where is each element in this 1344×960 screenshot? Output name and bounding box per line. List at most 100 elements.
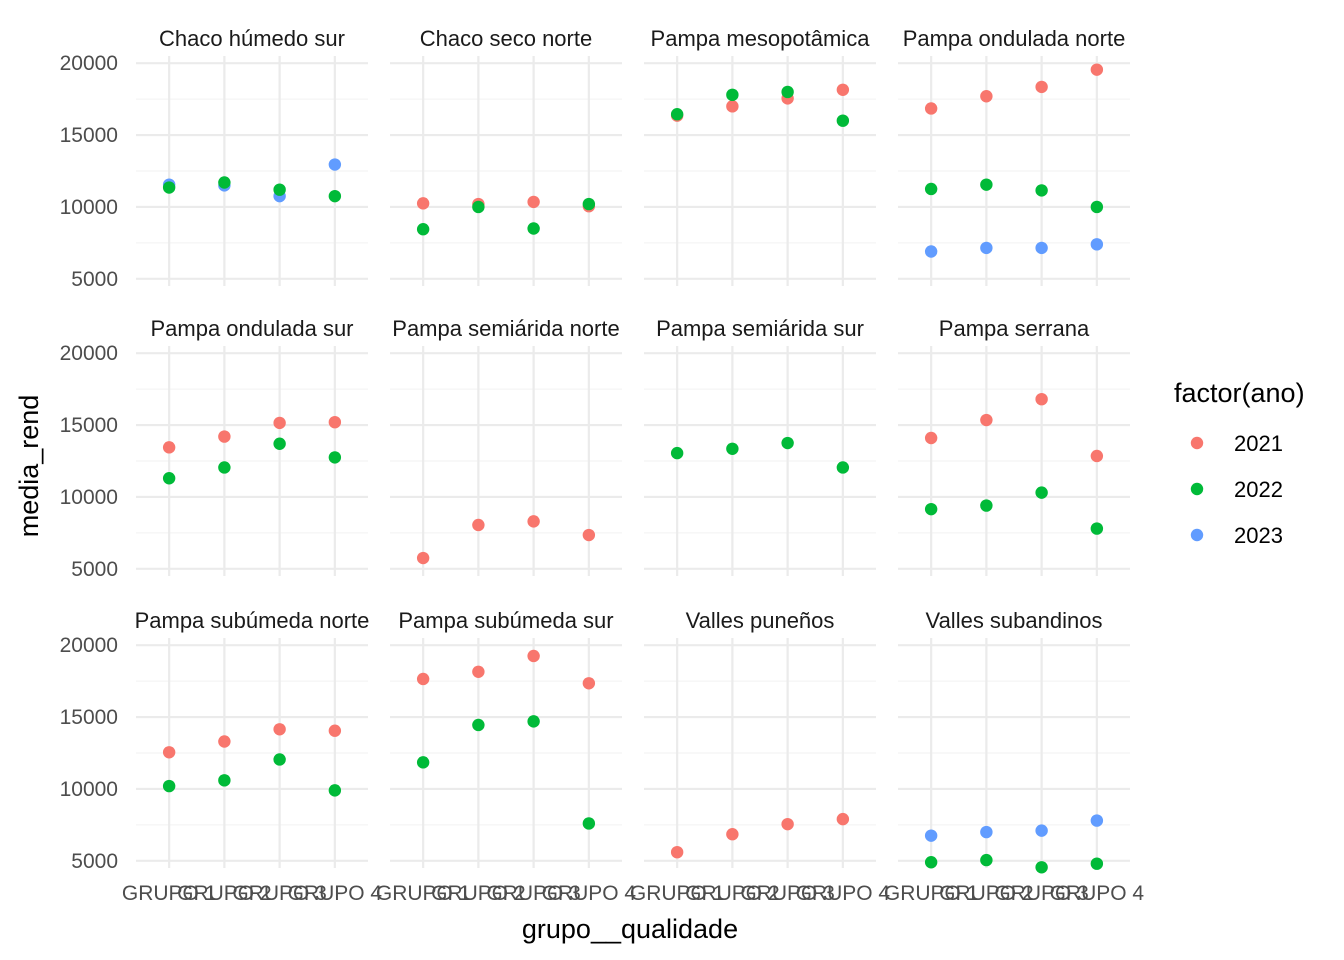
facet-panel: Pampa serrana [898,316,1130,576]
data-point [162,746,176,759]
data-point [472,718,485,732]
data-point [1090,449,1104,463]
y-tick-label: 10000 [60,486,118,509]
data-point [726,100,739,113]
data-point [1035,80,1048,94]
data-point [162,181,176,194]
x-tick-label: GRUPO 2 [177,882,272,905]
data-point [273,183,286,196]
data-point [582,528,596,542]
y-tick-label: 5000 [71,268,118,291]
facet-panel: Pampa semiárida sur [644,316,876,576]
data-point [980,499,993,512]
data-point [924,102,938,115]
data-point [472,665,485,678]
data-point [527,195,540,209]
x-tick-label: GRUPO 3 [232,882,327,905]
data-point [980,241,993,255]
data-point [416,197,430,210]
data-point [162,472,176,485]
data-point [162,441,176,454]
data-point [781,436,794,450]
data-point [836,114,850,127]
data-point [980,413,993,427]
data-point [980,178,993,191]
data-point [218,430,231,443]
facet-panel: Valles subandinos [898,608,1130,874]
y-tick-label: 15000 [60,124,118,147]
data-point [980,825,993,839]
y-tick-label: 5000 [71,850,118,873]
x-tick-label: GRUPO 2 [685,882,780,905]
data-point [1035,392,1048,406]
data-point [924,431,938,445]
facet-title: Pampa serrana [939,316,1090,341]
legend-key [1190,528,1204,542]
facet-title: Chaco húmedo sur [159,26,345,51]
x-tick-label: GRUPO 4 [288,882,383,905]
data-point [162,779,176,793]
data-point [218,774,231,787]
data-point [416,756,430,769]
data-point [1090,63,1104,76]
data-point [416,551,430,565]
data-point [726,88,739,102]
data-point [1035,824,1048,837]
data-point [1035,861,1048,874]
data-point [1090,238,1104,251]
data-point [836,83,850,96]
data-point [527,649,540,663]
data-point [582,197,596,211]
data-point [582,817,596,830]
data-point [924,502,938,516]
x-tick-label: GRUPO 3 [486,882,581,905]
data-point [1090,857,1104,870]
data-point [218,176,231,189]
facet-title: Valles subandinos [926,608,1103,633]
legend-key [1190,482,1204,496]
facet-title: Pampa ondulada norte [903,26,1126,51]
x-tick-label: GRUPO 1 [630,882,725,905]
legend-label: 2021 [1234,431,1283,456]
facet-panel: Pampa ondulada norte [898,26,1130,286]
data-point [1090,522,1104,535]
data-point [1090,200,1104,214]
facet-title: Chaco seco norte [420,26,592,51]
legend: factor(ano) 2021 2022 2023 [1174,378,1305,548]
facet-title: Pampa subúmeda sur [398,608,613,633]
facet-panel: Chaco seco norte [390,26,622,286]
facet-panels: Chaco húmedo sur 5000 10000 15000 20000 Chaco… [60,26,1145,905]
data-point [328,724,342,737]
x-tick-label: GRUPO 1 [122,882,217,905]
data-point [527,515,540,528]
data-point [416,672,430,686]
data-point [273,723,286,736]
data-point [218,461,231,474]
data-point [218,735,231,748]
data-point [582,677,596,690]
data-point [670,108,684,121]
y-tick-label: 10000 [60,778,118,801]
data-point [527,222,540,235]
data-point [527,715,540,728]
facet-title: Pampa mesopotâmica [651,26,871,51]
facet-title: Pampa semiárida sur [656,316,864,341]
data-point [836,812,850,826]
x-tick-label: GRUPO 2 [939,882,1034,905]
data-point [781,85,794,99]
y-tick-label: 15000 [60,706,118,729]
data-point [924,856,938,869]
data-point [328,189,342,203]
data-point [328,784,342,797]
x-tick-label: GRUPO 1 [884,882,979,905]
facet-panel: Pampa semiárida norte [390,316,622,576]
facet-panel: Pampa ondulada sur 5000 10000 15000 20000 [60,316,368,581]
y-tick-label: 10000 [60,196,118,219]
data-point [980,90,993,103]
facet-panel: Chaco húmedo sur 5000 10000 15000 20000 [60,26,368,291]
x-tick-label: GRUPO 3 [740,882,835,905]
y-tick-label: 5000 [71,558,118,581]
y-tick-label: 20000 [60,634,118,657]
data-point [328,451,342,464]
